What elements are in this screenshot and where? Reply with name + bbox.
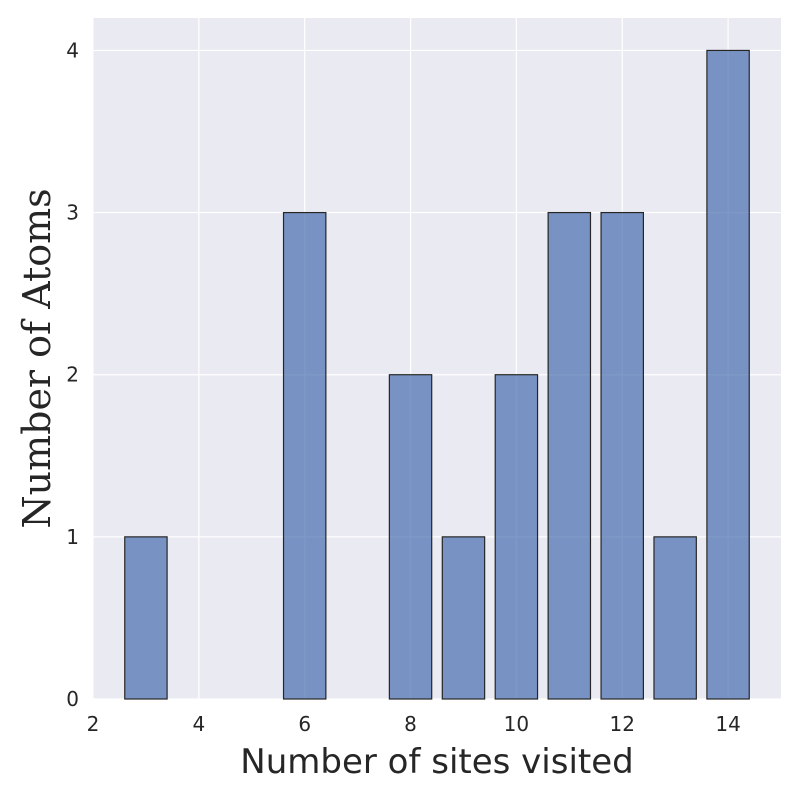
bars: [124, 49, 750, 700]
bar: [600, 211, 644, 700]
x-tick-label: 6: [298, 712, 311, 736]
y-axis-label: Number of Atoms: [15, 188, 59, 528]
y-tick-label: 1: [66, 525, 79, 549]
x-tick-labels: 2 4 6 8 10 12 14: [87, 712, 741, 736]
bar: [388, 374, 433, 700]
bar: [441, 536, 486, 700]
x-axis-label: Number of sites visited: [240, 742, 633, 782]
bar: [494, 374, 539, 700]
y-tick-labels: 0 1 2 3 4: [66, 38, 79, 711]
bar: [124, 536, 168, 700]
x-tick-label: 2: [87, 712, 100, 736]
x-tick-label: 8: [404, 712, 417, 736]
y-tick-label: 4: [66, 38, 79, 62]
y-tick-label: 2: [66, 363, 79, 387]
bar: [653, 536, 697, 700]
x-tick-label: 14: [715, 712, 740, 736]
x-tick-label: 10: [504, 712, 529, 736]
x-tick-label: 12: [610, 712, 635, 736]
bar: [282, 211, 327, 700]
y-tick-label: 0: [66, 687, 79, 711]
x-tick-label: 4: [192, 712, 205, 736]
y-tick-label: 3: [66, 201, 79, 225]
bar: [706, 49, 750, 700]
bar: [547, 211, 592, 700]
